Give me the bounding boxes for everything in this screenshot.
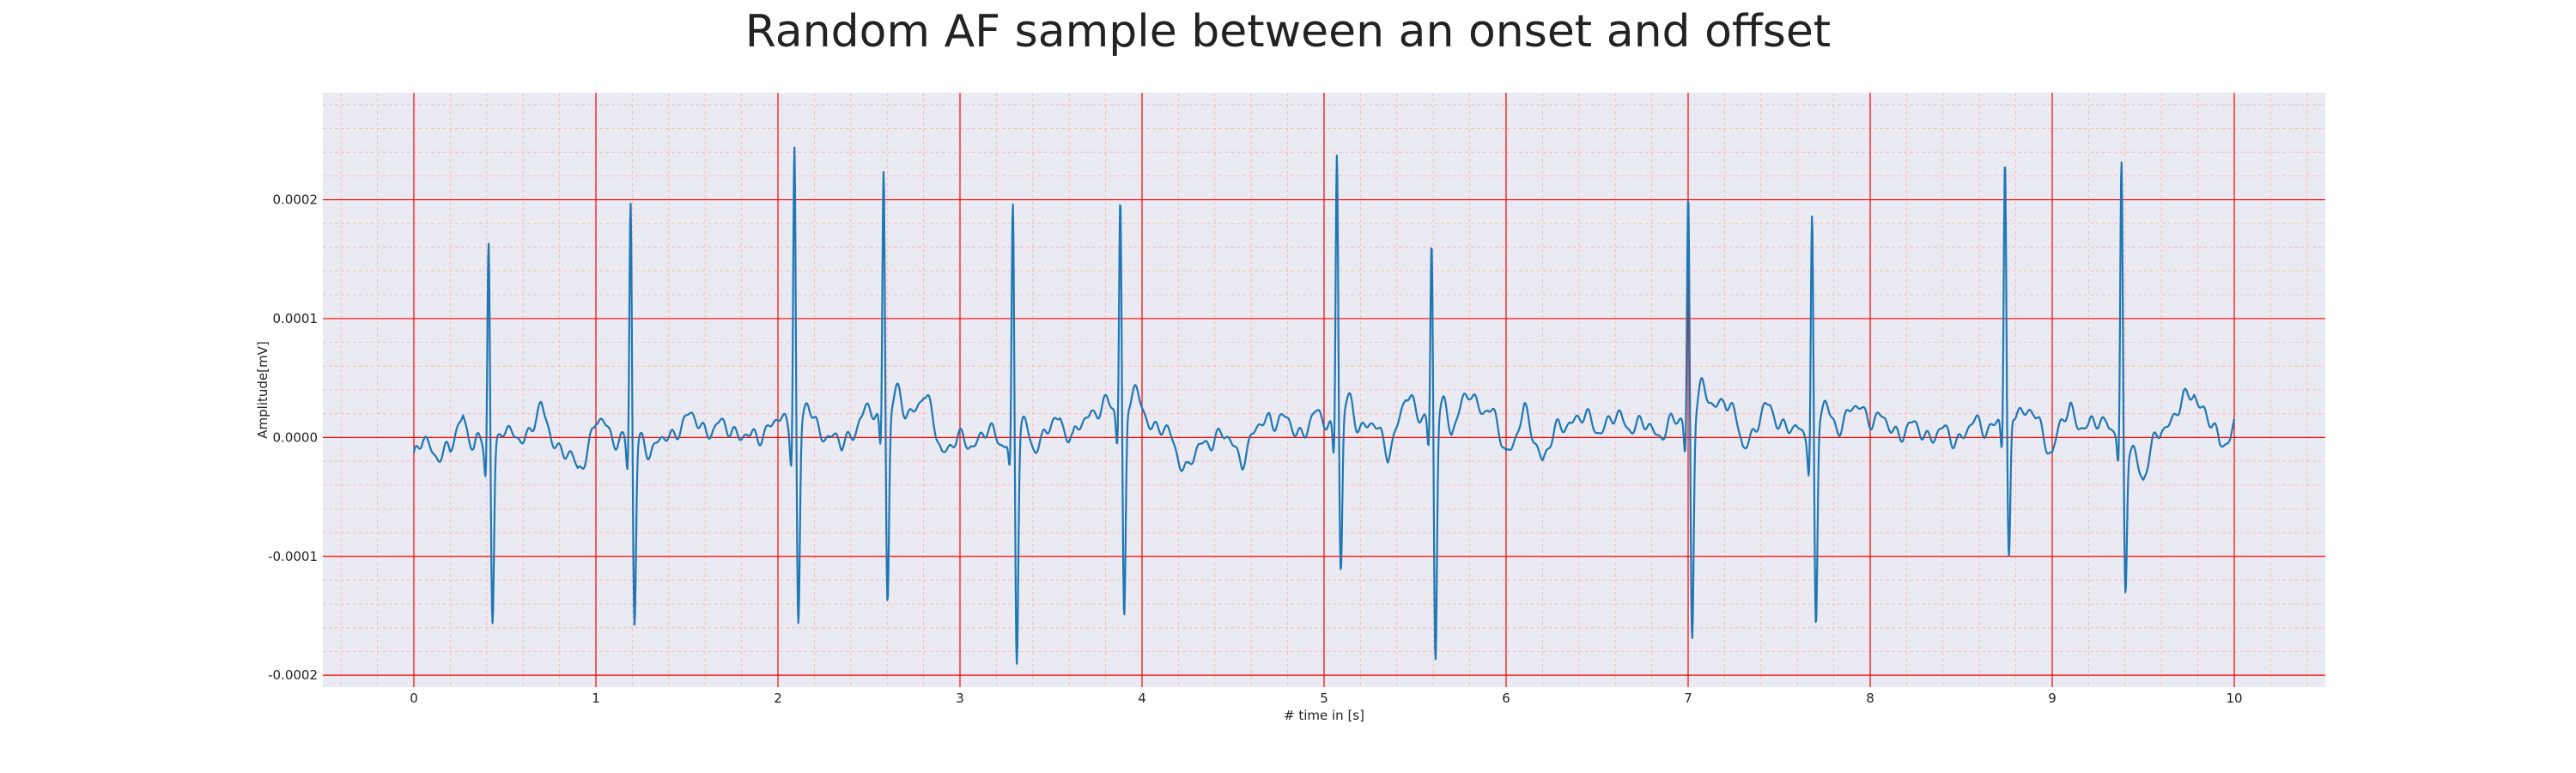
x-tick-label: 4 [1138, 691, 1146, 706]
x-tick-label: 9 [2048, 691, 2057, 706]
x-tick-label: 2 [774, 691, 782, 706]
major-grid [323, 93, 2325, 687]
x-tick-label: 7 [1684, 691, 1692, 706]
x-tick-label: 3 [956, 691, 964, 706]
x-tick-label: 8 [1866, 691, 1874, 706]
x-tick-label: 6 [1502, 691, 1510, 706]
y-tick-label: 0.0000 [273, 429, 319, 445]
x-tick-label: 10 [2226, 691, 2242, 706]
x-axis-label: # time in [s] [1284, 708, 1364, 723]
x-axis-ticks: 0 1 2 3 4 5 6 7 8 9 10 [410, 691, 2242, 706]
y-axis-label: Amplitude[mV] [255, 341, 270, 438]
y-tick-label: 0.0002 [273, 192, 319, 208]
x-tick-label: 5 [1320, 691, 1328, 706]
x-tick-label: 1 [592, 691, 600, 706]
chart-title: Random AF sample between an onset and of… [745, 6, 1831, 58]
series-layer [412, 146, 2235, 665]
y-axis-ticks: -0.0002 -0.0001 0.0000 0.0001 0.0002 [268, 192, 318, 684]
y-tick-label: 0.0001 [273, 311, 319, 326]
x-tick-label: 0 [410, 691, 418, 706]
ecg-series-line [412, 146, 2235, 665]
y-tick-label: -0.0002 [268, 667, 318, 683]
y-tick-label: -0.0001 [268, 549, 318, 564]
